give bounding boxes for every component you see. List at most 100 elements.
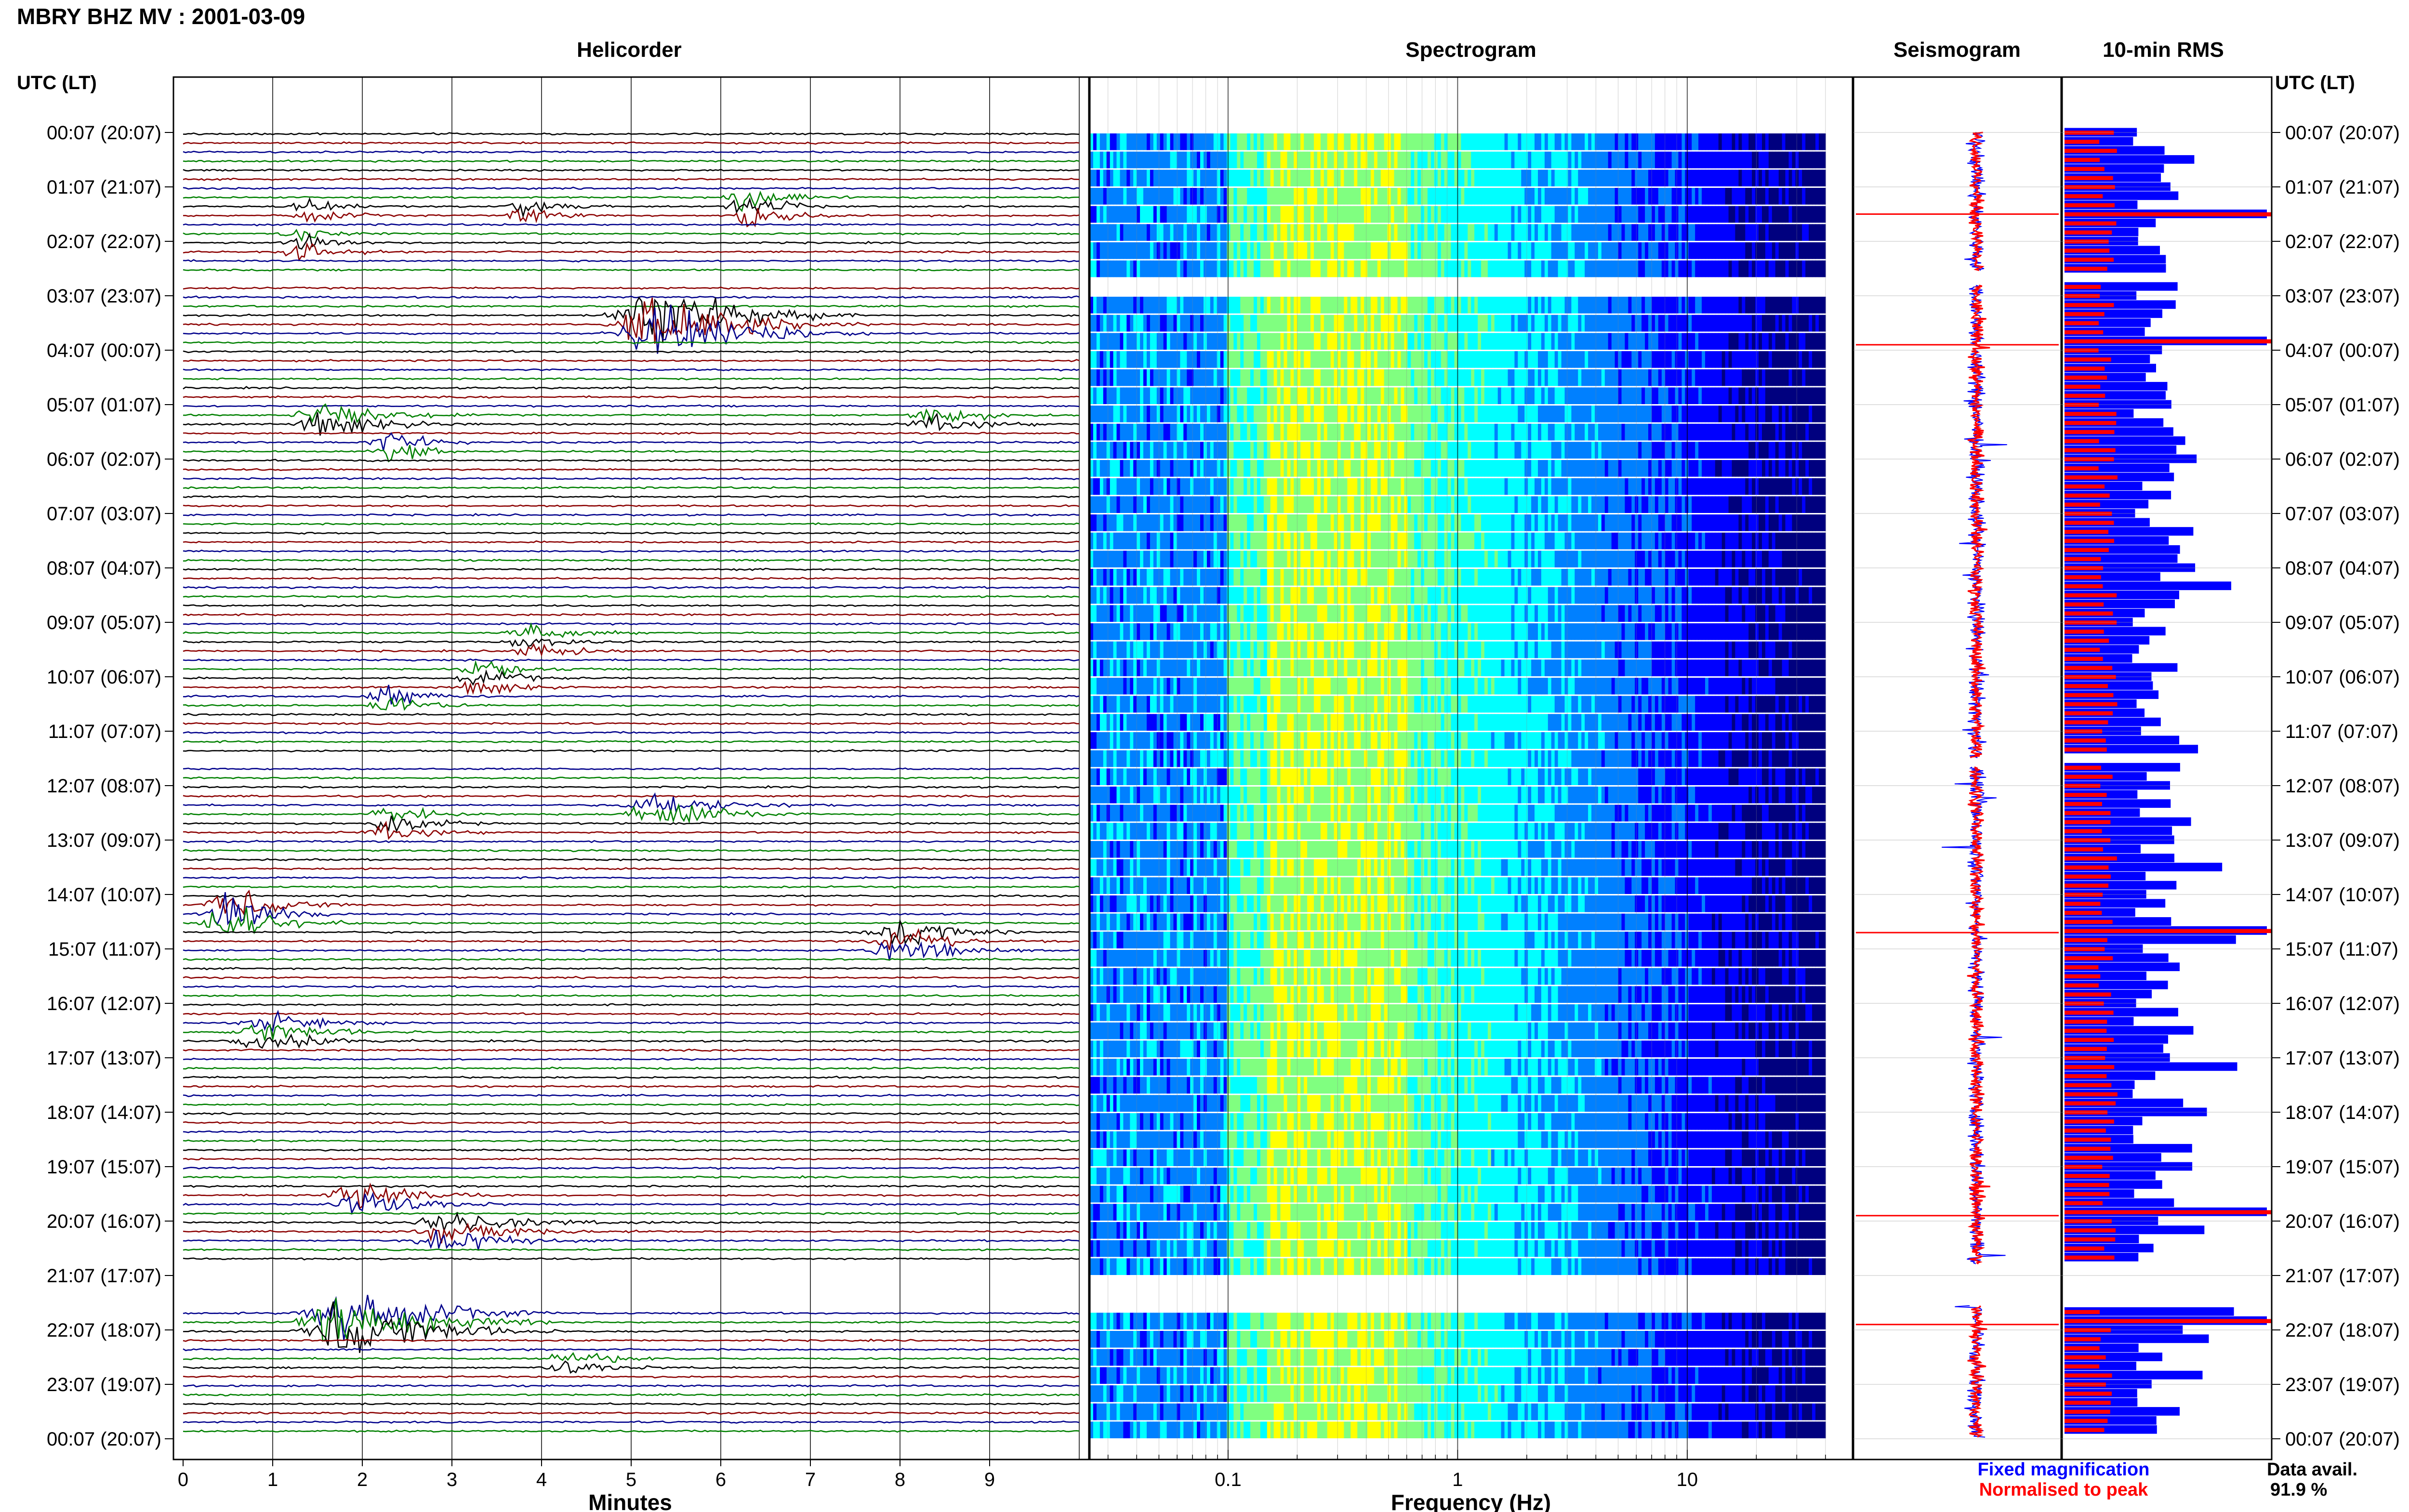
spectrogram-cell [1628, 260, 1632, 277]
spectrogram-cell [1812, 206, 1816, 223]
spectrogram-cell [1735, 224, 1739, 241]
spectrogram-cell [1728, 514, 1733, 531]
spectrogram-cell [1361, 315, 1364, 332]
spectrogram-cell [1193, 478, 1197, 495]
spectrogram-cell [1538, 460, 1542, 477]
spectrogram-cell [1695, 532, 1699, 550]
spectrogram-cell [1785, 514, 1789, 531]
spectrogram-cell [1200, 351, 1204, 368]
spectrogram-cell [1595, 406, 1599, 422]
spectrogram-cell [1645, 170, 1649, 186]
spectrogram-cell [1163, 133, 1167, 150]
spectrogram-cell [1099, 188, 1104, 205]
spectrogram-cell [1237, 442, 1241, 459]
spectrogram-cell [1123, 206, 1127, 223]
spectrogram-cell [1093, 133, 1097, 150]
spectrogram-cell [1541, 442, 1545, 459]
helicorder-trace [183, 341, 1080, 344]
spectrogram-cell [1404, 151, 1408, 169]
spectrogram-cell [1518, 206, 1522, 223]
spectrogram-cell [1317, 242, 1321, 259]
spectrogram-cell [1692, 242, 1695, 259]
spectrogram-cell [1317, 351, 1321, 368]
spectrogram-cell [1631, 242, 1635, 259]
spectrogram-cell [1588, 188, 1592, 205]
spectrogram-cell [1738, 478, 1743, 495]
spectrogram-cell [1096, 297, 1100, 314]
helicorder-trace [183, 1184, 1080, 1188]
spectrogram-cell [1364, 297, 1368, 314]
spectrogram-cell [1805, 514, 1809, 531]
spectrogram-cell [1284, 297, 1288, 314]
spectrogram-cell [1651, 423, 1655, 441]
spectrogram-cell [1170, 351, 1174, 368]
spectrogram-cell [1254, 133, 1257, 150]
spectrogram-cell [1116, 369, 1121, 386]
spectrogram-cell [1110, 260, 1114, 277]
spectrogram-cell [1645, 478, 1649, 495]
spectrogram-cell [1430, 460, 1435, 477]
spectrogram-cell [1521, 260, 1525, 277]
spectrogram-cell [1340, 133, 1345, 150]
spectrogram-cell [1651, 260, 1655, 277]
spectrogram-cell [1668, 188, 1672, 205]
spectrogram-cell [1702, 514, 1706, 531]
spectrogram-cell [1200, 369, 1204, 386]
spectrogram-cell [1140, 423, 1144, 441]
spectrogram-cell [1280, 496, 1284, 513]
spectrogram-cell [1257, 133, 1261, 150]
spectrogram-cell [1300, 333, 1304, 350]
spectrogram-cell [1692, 423, 1695, 441]
spectrogram-cell [1300, 297, 1304, 314]
spectrogram-cell [1401, 496, 1405, 513]
spectrogram-cell [1481, 315, 1485, 332]
spectrogram-cell [1163, 170, 1167, 186]
spectrogram-cell [1434, 260, 1438, 277]
spectrogram-cell [1665, 496, 1669, 513]
spectrogram-cell [1213, 242, 1218, 259]
spectrogram-cell [1170, 170, 1174, 186]
spectrogram-cell [1173, 442, 1178, 459]
spectrogram-cell [1561, 151, 1565, 169]
spectrogram-cell [1474, 369, 1478, 386]
spectrogram-cell [1090, 297, 1094, 314]
spectrogram-cell [1802, 351, 1806, 368]
spectrogram-cell [1544, 532, 1549, 550]
spectrogram-cell [1304, 369, 1308, 386]
spectrogram-cell [1611, 188, 1615, 205]
spectrogram-cell [1454, 478, 1458, 495]
spectrogram-cell [1294, 333, 1297, 350]
spectrogram-cell [1197, 423, 1201, 441]
spectrogram-cell [1568, 151, 1572, 169]
spectrogram-cell [1147, 297, 1151, 314]
spectrogram-cell [1387, 406, 1391, 422]
spectrogram-cell [1401, 170, 1405, 186]
spectrogram-cell [1126, 478, 1130, 495]
spectrogram-cell [1297, 170, 1301, 186]
spectrogram-cell [1257, 387, 1261, 404]
spectrogram-cell [1631, 224, 1635, 241]
spectrogram-cell [1541, 496, 1545, 513]
spectrogram-cell [1668, 351, 1672, 368]
spectrogram-cell [1692, 442, 1695, 459]
spectrogram-cell [1156, 478, 1161, 495]
spectrogram-cell [1768, 423, 1773, 441]
spectrogram-cell [1340, 514, 1345, 531]
spectrogram-cell [1528, 406, 1532, 422]
helicorder-trace [183, 1402, 1080, 1406]
helicorder-trace [183, 304, 1080, 354]
spectrogram-cell [1110, 224, 1114, 241]
spectrogram-cell [1474, 315, 1478, 332]
spectrogram-cell [1123, 387, 1127, 404]
spectrogram-cell [1591, 514, 1595, 531]
spectrogram-cell [1628, 478, 1632, 495]
helicorder-trace [183, 1420, 1080, 1424]
spectrogram-cell [1090, 260, 1094, 277]
spectrogram-cell [1451, 297, 1455, 314]
spectrogram-cell [1206, 133, 1211, 150]
spectrogram-cell [1090, 242, 1094, 259]
spectrogram-cell [1387, 315, 1391, 332]
spectrogram-cell [1417, 496, 1421, 513]
helicorder-trace [183, 803, 1080, 824]
spectrogram-cell [1106, 151, 1111, 169]
